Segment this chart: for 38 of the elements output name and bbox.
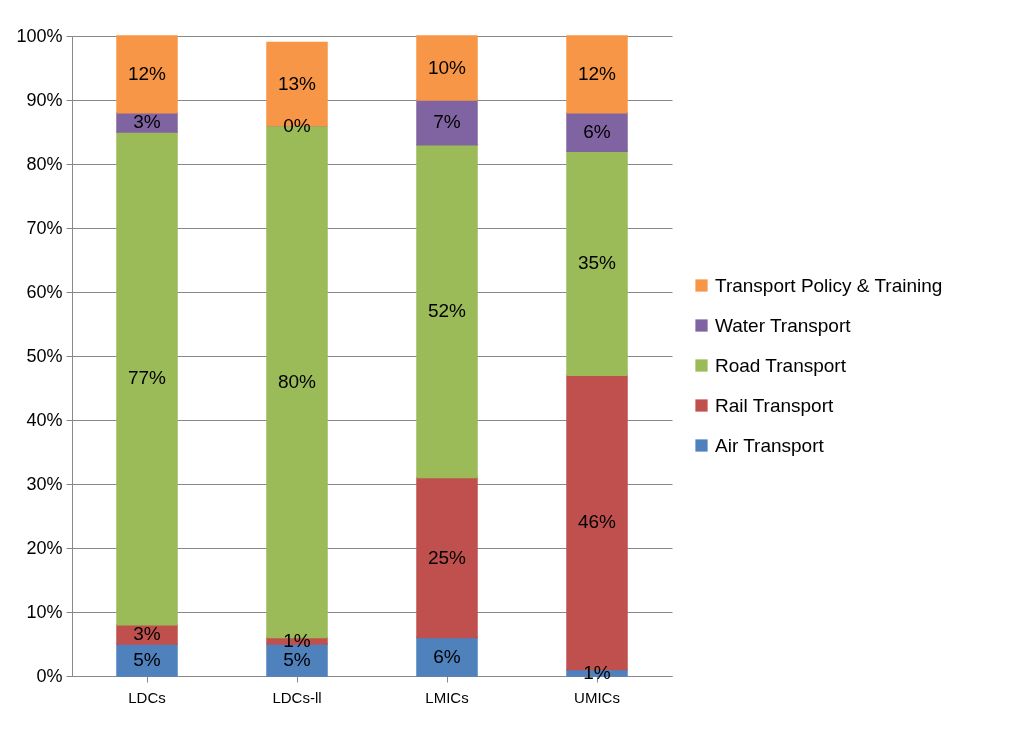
- data-label: 77%: [127, 367, 167, 389]
- data-label: 25%: [427, 546, 467, 568]
- data-label: 3%: [133, 111, 161, 133]
- data-label: 35%: [577, 252, 617, 274]
- data-label: 6%: [433, 645, 461, 667]
- data-label: 52%: [427, 300, 467, 322]
- y-tick-label: 50%: [26, 345, 63, 366]
- y-tick-label: 20%: [26, 537, 63, 558]
- data-label: 10%: [427, 57, 467, 78]
- data-label: 12%: [127, 63, 167, 85]
- data-label: 5%: [133, 649, 161, 670]
- legend-label: Air Transport: [715, 434, 825, 456]
- y-tick-label: 100%: [16, 25, 63, 46]
- y-tick-label: 40%: [26, 409, 63, 430]
- y-tick-label: 10%: [26, 601, 63, 622]
- y-tick-label: 70%: [26, 217, 63, 238]
- data-label: 80%: [277, 370, 317, 392]
- y-tick-label: 30%: [26, 473, 63, 494]
- data-label: 3%: [133, 623, 161, 645]
- x-tick-label: UMICs: [574, 688, 620, 706]
- legend-label: Rail Transport: [715, 394, 834, 416]
- y-tick-label: 0%: [36, 665, 63, 686]
- x-tick-label: LDCs-ll: [272, 688, 322, 706]
- y-tick-label: 60%: [26, 281, 63, 302]
- data-label: 0%: [283, 114, 311, 136]
- legend-label: Road Transport: [715, 354, 847, 376]
- data-label: 12%: [577, 63, 617, 85]
- data-label: 46%: [577, 511, 617, 533]
- legend-label: Water Transport: [715, 314, 852, 336]
- y-tick-label: 80%: [26, 153, 63, 174]
- data-label: 5%: [283, 649, 311, 670]
- y-tick-label: 90%: [26, 89, 63, 110]
- data-label: 13%: [277, 73, 317, 94]
- x-tick-label: LDCs: [128, 688, 166, 706]
- data-label: 6%: [583, 121, 611, 142]
- data-label: 7%: [433, 111, 461, 133]
- legend-label: Transport Policy & Training: [715, 274, 943, 296]
- x-tick-label: LMICs: [425, 688, 469, 706]
